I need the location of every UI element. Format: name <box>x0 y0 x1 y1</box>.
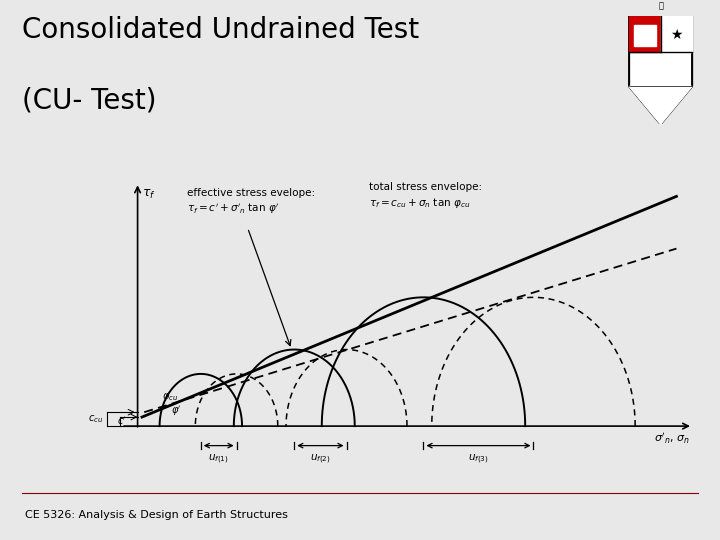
Text: $\varphi_{cu}$: $\varphi_{cu}$ <box>162 391 179 403</box>
Text: $u_{f(1)}$: $u_{f(1)}$ <box>208 453 229 466</box>
Text: $\tau_f = c' + \sigma'_n$ tan $\varphi'$: $\tau_f = c' + \sigma'_n$ tan $\varphi'$ <box>187 202 279 217</box>
Text: CE 5326: Analysis & Design of Earth Structures: CE 5326: Analysis & Design of Earth Stru… <box>25 510 288 521</box>
Text: Consolidated Undrained Test: Consolidated Undrained Test <box>22 16 419 44</box>
Polygon shape <box>661 16 692 52</box>
Polygon shape <box>629 16 661 52</box>
Text: $u_{f(2)}$: $u_{f(2)}$ <box>310 453 330 466</box>
Text: total stress envelope:: total stress envelope: <box>369 183 482 192</box>
Text: $c'$: $c'$ <box>117 416 127 428</box>
Text: $c_{cu}$: $c_{cu}$ <box>89 413 104 425</box>
Polygon shape <box>629 86 692 124</box>
Text: 🪶: 🪶 <box>658 2 663 11</box>
Bar <box>634 25 656 46</box>
Text: $\tau_f$: $\tau_f$ <box>142 188 156 201</box>
Text: ★: ★ <box>670 28 683 42</box>
Text: $u_{f(3)}$: $u_{f(3)}$ <box>468 453 489 466</box>
Text: $\sigma'_n$, $\sigma_n$: $\sigma'_n$, $\sigma_n$ <box>654 431 690 446</box>
Text: (CU- Test): (CU- Test) <box>22 86 156 114</box>
Text: $\varphi'$: $\varphi'$ <box>171 404 181 417</box>
Text: effective stress evelope:: effective stress evelope: <box>187 188 315 198</box>
Polygon shape <box>629 16 692 124</box>
Text: $\tau_f = c_{cu} + \sigma_n$ tan $\varphi_{cu}$: $\tau_f = c_{cu} + \sigma_n$ tan $\varph… <box>369 197 470 211</box>
